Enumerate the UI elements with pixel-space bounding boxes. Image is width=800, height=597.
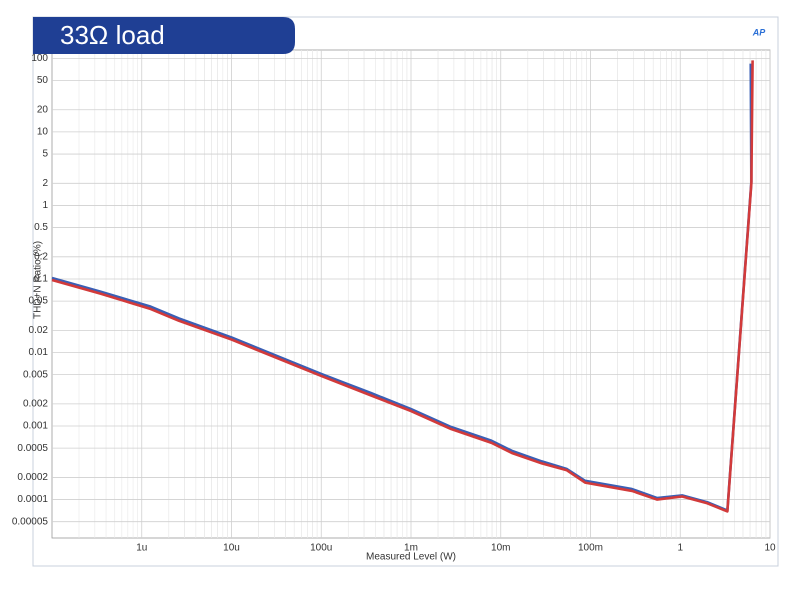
data-line — [51, 60, 754, 513]
y-tick-label: 0.002 — [23, 399, 48, 410]
y-tick-label: 0.0001 — [17, 494, 48, 505]
y-tick-label: 20 — [37, 104, 49, 115]
y-tick-label: 0.1 — [34, 274, 48, 285]
x-tick-label: 10m — [491, 543, 510, 554]
y-tick-label: 0.05 — [29, 296, 49, 307]
logo: AP — [752, 27, 766, 37]
y-tick-label: 0.2 — [34, 251, 48, 262]
grid — [52, 50, 771, 538]
chart-title: 33Ω load — [60, 20, 165, 50]
x-tick-label: 1u — [136, 543, 147, 554]
y-tick-label: 0.02 — [29, 325, 49, 336]
y-tick-label: 1 — [42, 200, 48, 211]
y-tick-label: 0.001 — [23, 421, 48, 432]
x-axis-title: Measured Level (W) — [366, 552, 456, 563]
x-tick-label: 10 — [764, 543, 776, 554]
y-tick-label: 5 — [42, 149, 48, 160]
y-tick-label: 2 — [42, 178, 48, 189]
x-tick-label: 10u — [223, 543, 240, 554]
y-tick-label: 0.5 — [34, 222, 48, 233]
y-tick-label: 100 — [31, 53, 48, 64]
y-tick-label: 50 — [37, 75, 49, 86]
y-tick-label: 10 — [37, 127, 49, 138]
y-tick-label: 0.01 — [29, 347, 49, 358]
y-tick-label: 0.00005 — [12, 516, 49, 527]
title-banner — [33, 17, 295, 54]
x-tick-label: 1 — [677, 543, 683, 554]
y-axis-title: THD+N Ratio (%) — [33, 241, 44, 319]
x-tick-label: 100m — [578, 543, 603, 554]
x-tick-label: 100u — [310, 543, 332, 554]
lines — [51, 60, 754, 513]
y-tick-label: 0.0002 — [17, 472, 48, 483]
y-tick-label: 0.005 — [23, 369, 48, 380]
y-tick-label: 0.0005 — [17, 443, 48, 454]
x-tick-label: 1m — [404, 543, 418, 554]
